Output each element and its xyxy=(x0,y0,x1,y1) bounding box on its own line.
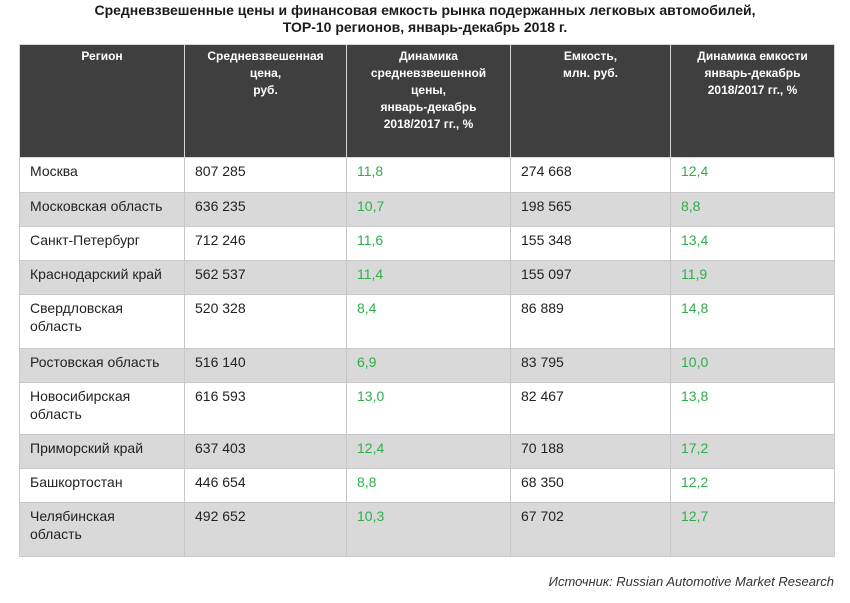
cell-capacity-dynamics: 10,0 xyxy=(670,348,835,383)
cell-region: Ростовская область xyxy=(19,348,185,383)
cell-capacity-dynamics: 12,4 xyxy=(670,157,835,193)
table-row: Башкортостан 446 654 8,8 68 350 12,2 xyxy=(19,468,835,503)
cell-capacity-dynamics: 12,2 xyxy=(670,468,835,503)
table-row: Ростовская область 516 140 6,9 83 795 10… xyxy=(19,348,835,383)
cell-price-dynamics: 11,8 xyxy=(346,157,511,193)
cell-price-dynamics: 12,4 xyxy=(346,434,511,469)
cell-price-dynamics: 11,4 xyxy=(346,260,511,295)
cell-price-dynamics: 13,0 xyxy=(346,382,511,435)
cell-region: Московская область xyxy=(19,192,185,227)
cell-price: 520 328 xyxy=(184,294,347,349)
cell-capacity: 83 795 xyxy=(510,348,671,383)
cell-price-dynamics: 6,9 xyxy=(346,348,511,383)
cell-price: 712 246 xyxy=(184,226,347,261)
table-row: Москва 807 285 11,8 274 668 12,4 xyxy=(19,157,835,193)
cell-region: Челябинская область xyxy=(19,502,185,557)
cell-capacity-dynamics: 11,9 xyxy=(670,260,835,295)
cell-price-dynamics: 10,3 xyxy=(346,502,511,557)
cell-price: 516 140 xyxy=(184,348,347,383)
cell-region: Санкт-Петербург xyxy=(19,226,185,261)
cell-capacity: 198 565 xyxy=(510,192,671,227)
cell-capacity: 70 188 xyxy=(510,434,671,469)
title-line-1: Средневзвешенные цены и финансовая емкос… xyxy=(94,2,756,18)
cell-capacity-dynamics: 14,8 xyxy=(670,294,835,349)
cell-capacity: 155 097 xyxy=(510,260,671,295)
cell-price-dynamics: 8,4 xyxy=(346,294,511,349)
table-header-row: Регион Средневзвешенная цена, руб. Динам… xyxy=(19,44,835,158)
table-row: Новосибирская область 616 593 13,0 82 46… xyxy=(19,382,835,435)
cell-capacity: 86 889 xyxy=(510,294,671,349)
regions-table: Регион Средневзвешенная цена, руб. Динам… xyxy=(19,44,835,557)
table-row: Краснодарский край 562 537 11,4 155 097 … xyxy=(19,260,835,295)
cell-capacity: 274 668 xyxy=(510,157,671,193)
header-capacity-dynamics: Динамика емкости январь-декабрь 2018/201… xyxy=(670,44,835,158)
cell-price: 446 654 xyxy=(184,468,347,503)
cell-price: 637 403 xyxy=(184,434,347,469)
cell-capacity-dynamics: 13,8 xyxy=(670,382,835,435)
title-line-2: ТОР-10 регионов, январь-декабрь 2018 г. xyxy=(282,19,568,35)
cell-region: Новосибирская область xyxy=(19,382,185,435)
cell-price-dynamics: 8,8 xyxy=(346,468,511,503)
table-row: Московская область 636 235 10,7 198 565 … xyxy=(19,192,835,227)
cell-region: Приморский край xyxy=(19,434,185,469)
cell-price: 562 537 xyxy=(184,260,347,295)
header-region: Регион xyxy=(19,44,185,158)
cell-price-dynamics: 11,6 xyxy=(346,226,511,261)
cell-region: Башкортостан xyxy=(19,468,185,503)
cell-price: 616 593 xyxy=(184,382,347,435)
cell-price: 636 235 xyxy=(184,192,347,227)
cell-capacity-dynamics: 12,7 xyxy=(670,502,835,557)
cell-price: 807 285 xyxy=(184,157,347,193)
cell-price: 492 652 xyxy=(184,502,347,557)
cell-capacity-dynamics: 8,8 xyxy=(670,192,835,227)
table-row: Челябинская область 492 652 10,3 67 702 … xyxy=(19,502,835,557)
cell-capacity: 67 702 xyxy=(510,502,671,557)
cell-capacity: 82 467 xyxy=(510,382,671,435)
cell-price-dynamics: 10,7 xyxy=(346,192,511,227)
table-row: Свердловская область 520 328 8,4 86 889 … xyxy=(19,294,835,349)
cell-capacity: 155 348 xyxy=(510,226,671,261)
cell-capacity-dynamics: 13,4 xyxy=(670,226,835,261)
cell-capacity-dynamics: 17,2 xyxy=(670,434,835,469)
header-capacity: Емкость, млн. руб. xyxy=(510,44,671,158)
cell-capacity: 68 350 xyxy=(510,468,671,503)
cell-region: Москва xyxy=(19,157,185,193)
source-note: Источник: Russian Automotive Market Rese… xyxy=(548,574,834,589)
table-title: Средневзвешенные цены и финансовая емкос… xyxy=(0,2,850,36)
header-price-dynamics: Динамика средневзвешенной цены, январь-д… xyxy=(346,44,511,158)
table-row: Приморский край 637 403 12,4 70 188 17,2 xyxy=(19,434,835,469)
table-row: Санкт-Петербург 712 246 11,6 155 348 13,… xyxy=(19,226,835,261)
header-price: Средневзвешенная цена, руб. xyxy=(184,44,347,158)
cell-region: Краснодарский край xyxy=(19,260,185,295)
cell-region: Свердловская область xyxy=(19,294,185,349)
